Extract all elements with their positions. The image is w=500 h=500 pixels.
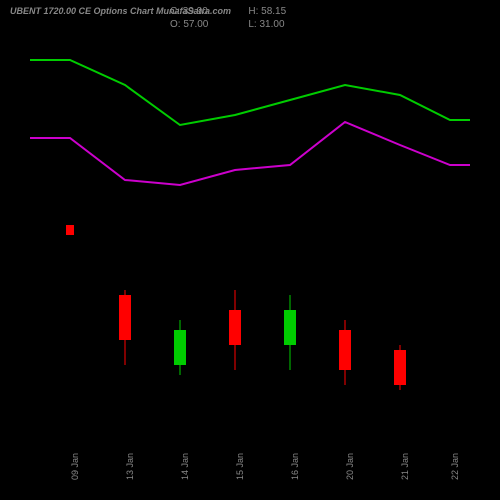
lower-line	[30, 122, 470, 185]
x-axis-label: 16 Jan	[290, 453, 300, 480]
stats-col-1: C: 39.90 O: 57.00	[170, 6, 208, 30]
candle-body	[119, 295, 131, 340]
x-axis-label: 21 Jan	[400, 453, 410, 480]
upper-line	[30, 60, 470, 125]
stat-item: L: 31.00	[248, 19, 286, 30]
x-axis-label: 20 Jan	[345, 453, 355, 480]
candle-body	[339, 330, 351, 370]
ohlc-stats: C: 39.90 O: 57.00 H: 58.15 L: 31.00	[170, 6, 286, 30]
stats-col-2: H: 58.15 L: 31.00	[248, 6, 286, 30]
x-axis-label: 15 Jan	[235, 453, 245, 480]
marker-small	[66, 225, 74, 235]
x-axis-label: 22 Jan	[450, 453, 460, 480]
stat-item: H: 58.15	[248, 6, 286, 17]
stat-item: O: 57.00	[170, 19, 208, 30]
candle-body	[229, 310, 241, 345]
chart-area	[30, 30, 470, 410]
chart-svg	[30, 30, 470, 410]
x-axis-label: 09 Jan	[70, 453, 80, 480]
x-axis-label: 14 Jan	[180, 453, 190, 480]
stat-item: C: 39.90	[170, 6, 208, 17]
candle-body	[284, 310, 296, 345]
x-axis-label: 13 Jan	[125, 453, 135, 480]
candle-body	[174, 330, 186, 365]
x-axis-labels: 09 Jan 13 Jan 14 Jan 15 Jan 16 Jan 20 Jan 21 J…	[30, 420, 470, 490]
candle-body	[394, 350, 406, 385]
